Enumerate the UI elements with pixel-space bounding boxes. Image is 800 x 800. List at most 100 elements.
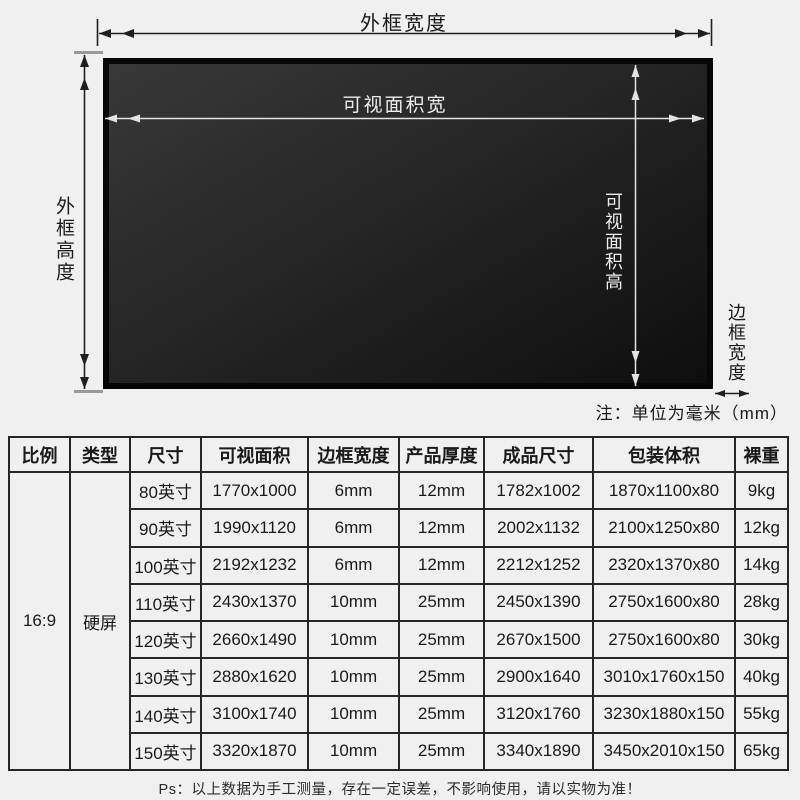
table-row: 100英寸 2192x1232 6mm 12mm 2212x1252 2320x1370x… bbox=[9, 545, 789, 585]
cell-size: 90英寸 bbox=[129, 508, 202, 548]
cell-package-volume: 3230x1880x150 bbox=[592, 694, 736, 734]
col-header-0: 比例 bbox=[8, 436, 71, 473]
col-header-2: 尺寸 bbox=[129, 436, 202, 473]
dim-bezel-width bbox=[715, 390, 749, 397]
cell-package-volume: 2100x1250x80 bbox=[592, 508, 736, 548]
cell-visible-area: 2660x1490 bbox=[200, 619, 309, 660]
type-cell: 硬屏 bbox=[69, 471, 131, 771]
arrowhead-left-icon bbox=[122, 29, 134, 38]
table-row: 90英寸 1990x1120 6mm 12mm 2002x1132 2100x1250x8… bbox=[9, 508, 789, 548]
cell-thickness: 12mm bbox=[398, 508, 485, 548]
bezel-width-label: 边框宽度 bbox=[726, 303, 746, 383]
visible-height-label: 可视面积高 bbox=[603, 192, 623, 292]
cell-finished-size: 2002x1132 bbox=[483, 508, 594, 548]
cell-finished-size: 2670x1500 bbox=[483, 619, 594, 660]
col-header-6: 成品尺寸 bbox=[483, 436, 594, 473]
table-row: 130英寸 2880x1620 10mm 25mm 2900x1640 3010x1760… bbox=[9, 657, 789, 697]
arrowhead-up-icon bbox=[631, 65, 640, 77]
arrowhead-right-icon bbox=[739, 390, 749, 397]
arrowhead-right-icon bbox=[692, 114, 704, 123]
cell-bezel-width: 10mm bbox=[307, 657, 400, 697]
col-header-1: 类型 bbox=[69, 436, 131, 473]
cell-thickness: 25mm bbox=[398, 582, 485, 623]
arrowhead-right-icon bbox=[675, 29, 687, 38]
arrowhead-left-icon bbox=[128, 114, 140, 123]
cell-package-volume: 2750x1600x80 bbox=[592, 582, 736, 623]
cell-visible-area: 2880x1620 bbox=[200, 657, 309, 697]
cell-size: 140英寸 bbox=[129, 694, 202, 734]
cell-weight: 12kg bbox=[734, 508, 789, 548]
cell-size: 120英寸 bbox=[129, 619, 202, 660]
cell-size: 100英寸 bbox=[129, 545, 202, 585]
cell-visible-area: 1990x1120 bbox=[200, 508, 309, 548]
cell-bezel-width: 10mm bbox=[307, 582, 400, 623]
arrowhead-down-icon bbox=[80, 354, 89, 366]
cell-finished-size: 3340x1890 bbox=[483, 731, 594, 772]
cell-weight: 30kg bbox=[734, 619, 789, 660]
col-header-5: 产品厚度 bbox=[398, 436, 485, 473]
cell-package-volume: 3450x2010x150 bbox=[592, 731, 736, 772]
cell-thickness: 25mm bbox=[398, 657, 485, 697]
cell-weight: 40kg bbox=[734, 657, 789, 697]
cell-thickness: 25mm bbox=[398, 619, 485, 660]
cell-size: 130英寸 bbox=[129, 657, 202, 697]
cell-package-volume: 3010x1760x150 bbox=[592, 657, 736, 697]
cell-finished-size: 2900x1640 bbox=[483, 657, 594, 697]
arrowhead-left-icon bbox=[105, 114, 117, 123]
cell-bezel-width: 6mm bbox=[307, 545, 400, 585]
arrowhead-down-icon bbox=[631, 374, 640, 386]
table-row: 16:9 硬屏 80英寸 1770x1000 6mm 12mm 1782x1002 1870x… bbox=[8, 470, 789, 771]
screen-panel bbox=[103, 58, 713, 389]
cell-finished-size: 3120x1760 bbox=[483, 694, 594, 734]
cell-finished-size: 2212x1252 bbox=[483, 545, 594, 585]
dimension-lines bbox=[74, 19, 749, 397]
arrowhead-down-icon bbox=[80, 377, 89, 389]
arrowhead-left-icon bbox=[715, 390, 725, 397]
col-header-7: 包装体积 bbox=[592, 436, 736, 473]
spec-table-section: 比例 类型 尺寸 可视面积 边框宽度 产品厚度 成品尺寸 包装体积 裸重 16:9 硬屏 80英寸 1… bbox=[8, 436, 789, 772]
cell-package-volume: 1870x1100x80 bbox=[592, 470, 736, 511]
arrowhead-up-icon bbox=[631, 88, 640, 100]
dim-outer-height bbox=[74, 51, 103, 393]
arrowhead-down-icon bbox=[631, 351, 640, 363]
cell-bezel-width: 10mm bbox=[307, 619, 400, 660]
spec-table: 比例 类型 尺寸 可视面积 边框宽度 产品厚度 成品尺寸 包装体积 裸重 16:9 硬屏 80英寸 1… bbox=[8, 436, 789, 772]
cell-visible-area: 2430x1370 bbox=[200, 582, 309, 623]
table-row: 120英寸 2660x1490 10mm 25mm 2670x1500 2750x1600… bbox=[9, 619, 789, 660]
cell-bezel-width: 10mm bbox=[307, 694, 400, 734]
ratio-cell: 16:9 bbox=[8, 471, 71, 771]
cell-bezel-width: 10mm bbox=[307, 731, 400, 772]
cell-visible-area: 3100x1740 bbox=[200, 694, 309, 734]
arrowhead-right-icon bbox=[669, 114, 681, 123]
dim-outer-width bbox=[96, 19, 713, 46]
cell-size: 110英寸 bbox=[129, 582, 202, 623]
cell-weight: 14kg bbox=[734, 545, 789, 585]
cell-bezel-width: 6mm bbox=[307, 508, 400, 548]
arrowhead-right-icon bbox=[698, 29, 710, 38]
cell-size: 80英寸 bbox=[129, 470, 202, 511]
table-header-row: 比例 类型 尺寸 可视面积 边框宽度 产品厚度 成品尺寸 包装体积 裸重 bbox=[8, 436, 789, 473]
dimension-diagram: 外框宽度 可视面积宽 外框高度 可视面积高 边框宽度 注：单位为毫米（mm） bbox=[53, 13, 787, 423]
cell-visible-area: 3320x1870 bbox=[200, 731, 309, 772]
cell-package-volume: 2750x1600x80 bbox=[592, 619, 736, 660]
cell-package-volume: 2320x1370x80 bbox=[592, 545, 736, 585]
outer-width-label: 外框宽度 bbox=[360, 13, 448, 35]
cell-thickness: 25mm bbox=[398, 694, 485, 734]
outer-height-label: 外框高度 bbox=[53, 196, 74, 284]
cell-finished-size: 2450x1390 bbox=[483, 582, 594, 623]
cell-thickness: 12mm bbox=[398, 470, 485, 511]
arrowhead-up-icon bbox=[80, 55, 89, 67]
cell-thickness: 12mm bbox=[398, 545, 485, 585]
visible-width-label: 可视面积宽 bbox=[342, 95, 448, 116]
cell-finished-size: 1782x1002 bbox=[483, 470, 594, 511]
cell-visible-area: 2192x1232 bbox=[200, 545, 309, 585]
footer-disclaimer: Ps：以上数据为手工测量，存在一定误差，不影响使用，请以实物为准！ bbox=[158, 782, 642, 798]
cell-visible-area: 1770x1000 bbox=[200, 470, 309, 511]
table-row: 110英寸 2430x1370 10mm 25mm 2450x1390 2750x1600… bbox=[9, 582, 789, 623]
cell-weight: 28kg bbox=[734, 582, 789, 623]
table-row: 140英寸 3100x1740 10mm 25mm 3120x1760 3230x1880… bbox=[9, 694, 789, 734]
cell-weight: 55kg bbox=[734, 694, 789, 734]
cell-size: 150英寸 bbox=[129, 731, 202, 772]
dim-visible-width bbox=[105, 114, 704, 123]
